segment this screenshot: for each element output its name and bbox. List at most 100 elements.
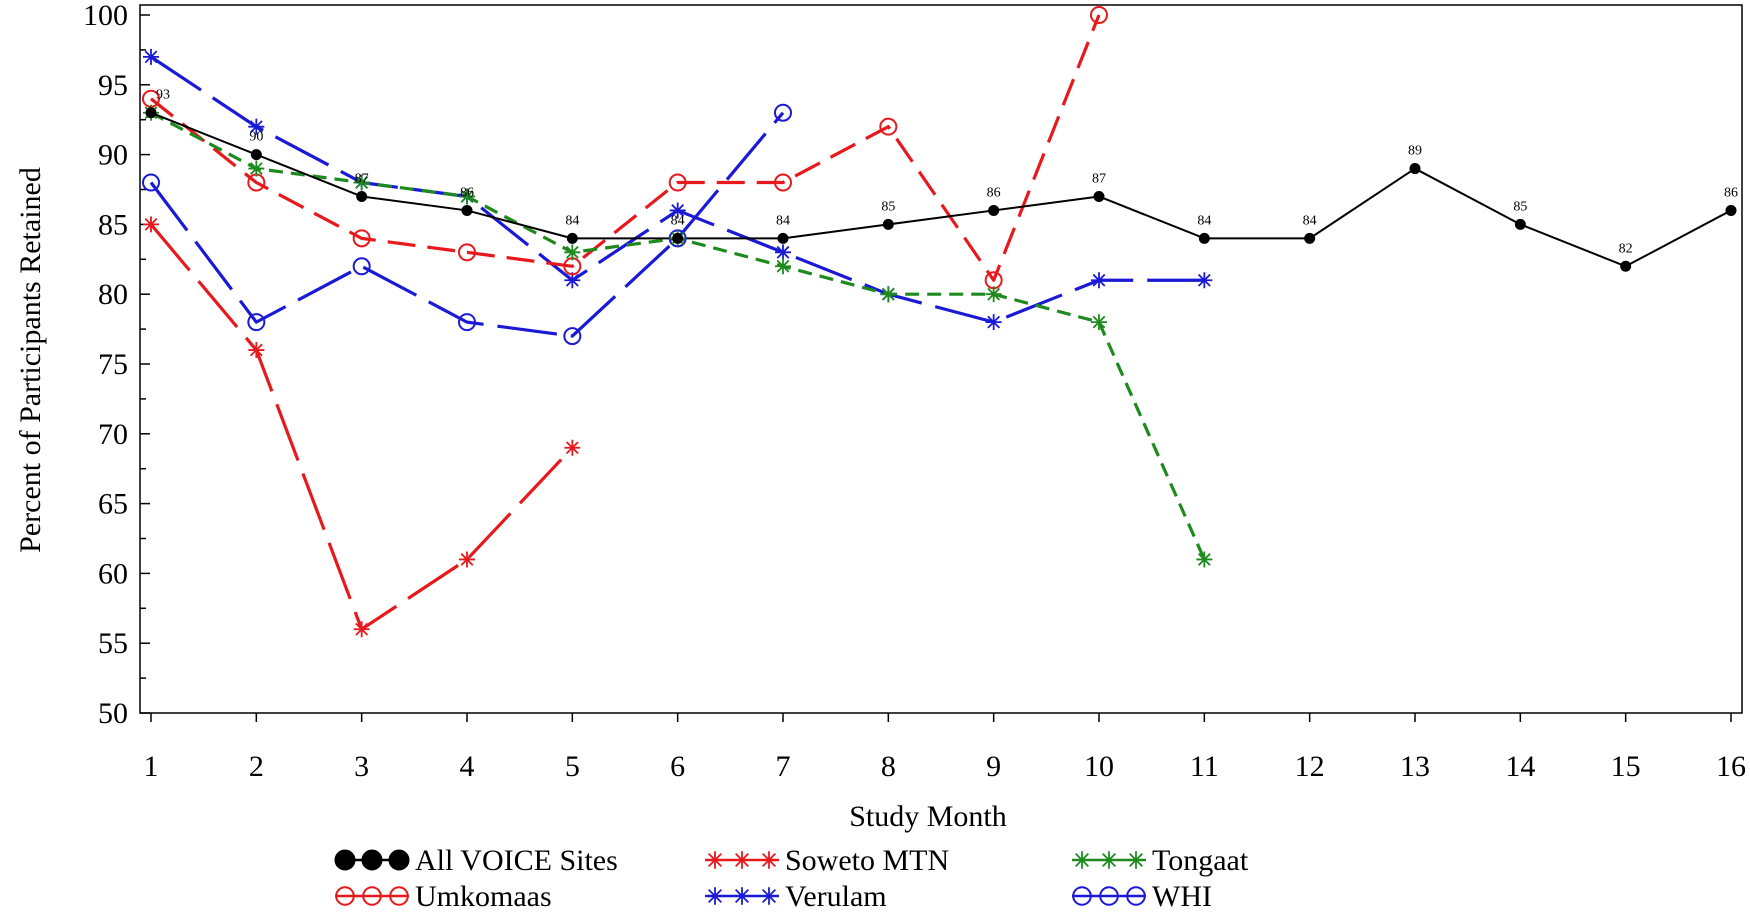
x-tick-label: 7 [776,750,791,783]
x-tick-label: 4 [460,750,475,783]
legend-marker [389,886,409,906]
data-point [563,327,582,346]
y-tick-label: 95 [98,69,128,102]
x-tick-label: 12 [1295,750,1325,783]
data-point [143,48,159,65]
data-label: 85 [1513,199,1527,214]
data-point [1091,314,1107,331]
x-tick-label: 16 [1716,750,1746,783]
data-label: 90 [249,130,263,145]
legend-marker [760,851,778,869]
x-axis-title: Study Month [849,800,1007,833]
data-point [459,188,475,205]
data-point [353,174,370,191]
x-tick-label: 8 [881,750,896,783]
data-point [879,117,898,136]
data-point [668,173,687,192]
data-label: 84 [565,213,579,228]
legend-item: WHI [1072,880,1212,913]
data-point [145,107,157,119]
x-tick-label: 5 [565,750,580,783]
series-lines [149,14,1732,631]
legend-marker [361,849,383,871]
series-line-umkomaas [150,14,1101,282]
data-point [248,342,265,359]
data-point [458,313,476,332]
data-point [352,257,371,276]
legend-label: Tongaat [1152,844,1249,877]
x-tick-label: 9 [986,750,1001,783]
x-tick-label: 11 [1190,750,1219,783]
data-point [774,103,792,122]
y-tick-label: 70 [98,418,128,451]
legend-item: Verulam [705,880,887,913]
y-tick-label: 65 [98,488,128,521]
y-axis: 50 55 60 65 70 75 80 85 90 95 100 [83,0,150,730]
y-tick-label: 100 [83,0,128,32]
legend-marker [760,887,778,905]
data-label: 84 [671,213,685,228]
legend-marker [1099,886,1119,906]
data-label: 84 [776,213,790,228]
data-label: 87 [1092,171,1106,186]
data-point [248,160,265,177]
y-tick-label: 80 [98,278,128,311]
series-markers [142,6,1737,638]
data-label: 84 [1303,213,1317,228]
legend-label: Soweto MTN [785,844,949,877]
plot-frame [139,4,1743,714]
x-tick-label: 13 [1400,750,1430,783]
legend-item: Soweto MTN [705,844,949,877]
data-point [985,314,1002,331]
legend-marker [1073,851,1091,869]
data-point [985,286,1002,303]
data-point [458,243,476,262]
legend-marker [1126,886,1146,906]
data-point [1514,218,1526,230]
data-point [1196,551,1213,568]
data-point [564,272,581,289]
legend: All VOICE Sites Soweto MTN Tongaat Umkomaas… [334,844,1249,913]
data-point [1198,232,1210,244]
legend-marker [1127,851,1145,869]
x-tick-label: 3 [354,750,369,783]
data-point [672,232,684,244]
x-tick-label: 1 [144,750,159,783]
data-point [459,551,475,568]
y-tick-label: 90 [98,139,128,172]
data-point [566,232,578,244]
data-point [143,216,159,233]
legend-marker [733,851,751,869]
data-point [775,244,791,261]
data-point [775,258,791,275]
data-label: 86 [987,185,1001,200]
legend-item: Umkomaas [335,880,552,913]
legend-marker [1100,851,1118,869]
x-tick-label: 2 [249,750,264,783]
x-tick-label: 10 [1084,750,1114,783]
legend-marker [733,887,751,905]
y-tick-label: 55 [98,627,128,660]
legend-label: Verulam [785,880,887,913]
series-line-whi [149,111,785,338]
data-point [882,218,894,230]
y-tick-label: 85 [98,208,128,241]
y-axis-title: Percent of Participants Retained [14,167,47,553]
x-tick-label: 6 [670,750,685,783]
data-point [142,173,160,192]
y-tick-label: 75 [98,348,128,381]
data-point [1090,6,1108,24]
data-point [564,439,581,456]
legend-marker [335,886,355,906]
data-point [356,190,368,202]
series-line-soweto-mtn [149,223,574,631]
data-label: 85 [881,199,895,214]
legend-marker [1072,886,1092,906]
series-line-all-voice-sites [150,111,1732,268]
series-line-verulam [150,55,1205,324]
data-point [248,118,265,135]
data-point [461,204,473,216]
data-label: 87 [355,171,369,186]
data-label: 82 [1619,241,1633,256]
